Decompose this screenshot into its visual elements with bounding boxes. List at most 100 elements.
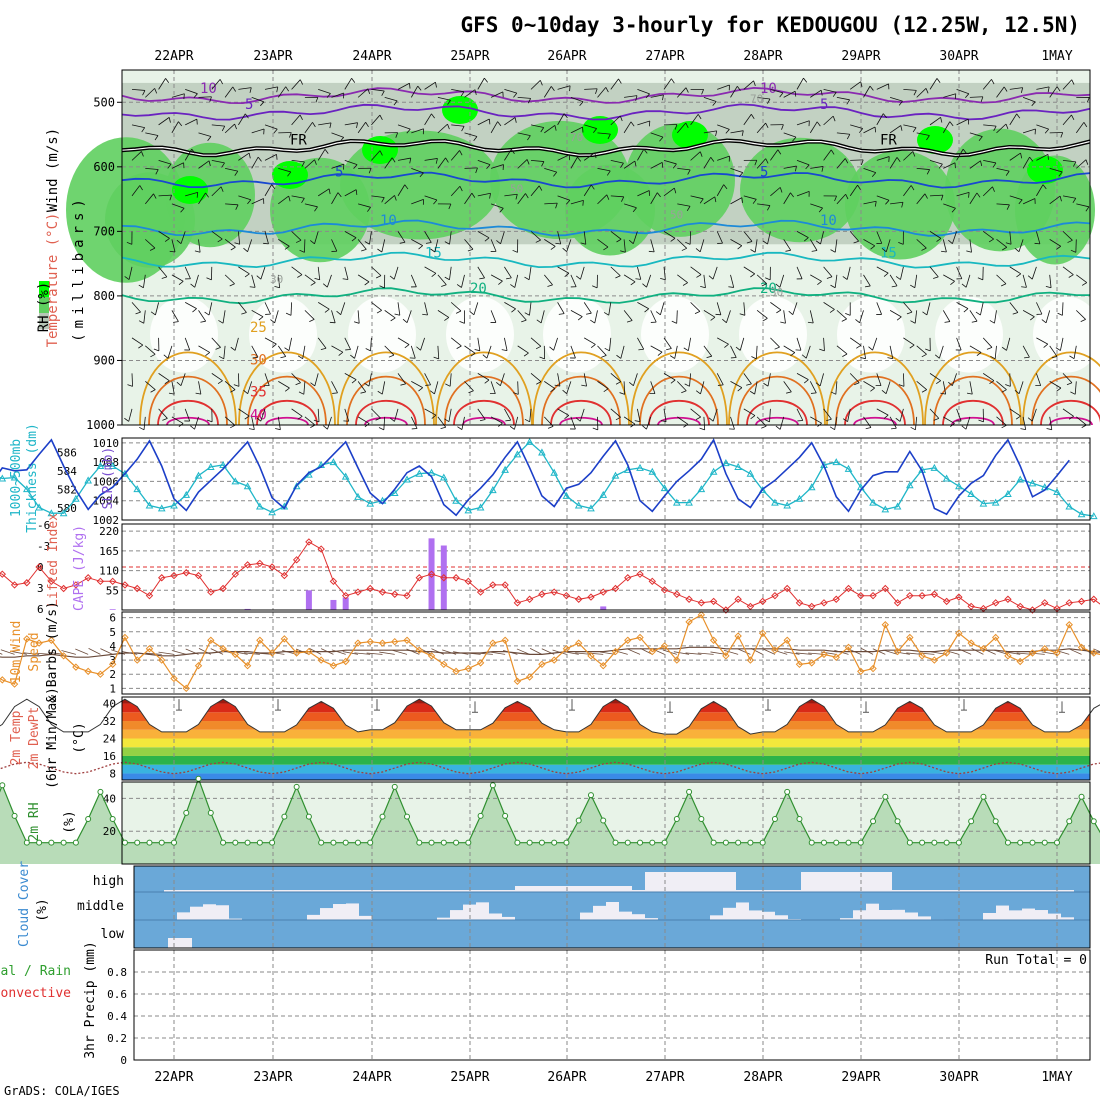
surface-wind-barb xyxy=(795,652,812,655)
wind-speed-point xyxy=(207,636,215,644)
wind-barb xyxy=(889,96,903,102)
wind-barb-flag xyxy=(670,237,676,242)
wind-barb-flag xyxy=(735,346,741,351)
temperature-contour xyxy=(121,103,1091,121)
wind-barb xyxy=(899,408,904,422)
surface-wind-barb xyxy=(872,648,886,655)
rh2m-point xyxy=(624,839,631,846)
middle-cloud-bar xyxy=(346,903,359,920)
thickness-point xyxy=(292,482,301,490)
wind-barb xyxy=(184,408,191,422)
wind-barb xyxy=(952,373,957,386)
wind-barb-flag xyxy=(484,379,490,384)
rh2m-point xyxy=(502,812,509,819)
lifted-index-point xyxy=(10,581,19,589)
wind-barb xyxy=(754,239,758,253)
wind-barb-flag xyxy=(461,126,465,132)
lifted-index-point xyxy=(47,577,56,586)
wind-barb-flag xyxy=(695,416,701,421)
middle-cloud-bar xyxy=(307,914,320,920)
wind-barb xyxy=(889,416,897,429)
wind-barb xyxy=(570,199,584,205)
wind-barb xyxy=(383,416,386,430)
surface-temperature-contour xyxy=(853,416,897,426)
wind-barb xyxy=(1031,408,1037,422)
rh2m-point xyxy=(673,815,680,822)
temperature-band xyxy=(122,764,1090,774)
wind-barb xyxy=(609,337,612,351)
wind-barb xyxy=(779,416,785,430)
wind-barb xyxy=(836,96,850,101)
wind-barb xyxy=(238,87,252,90)
wind-speed-point xyxy=(231,650,240,659)
surface-wind-barb xyxy=(256,652,273,655)
top-date-label: 25APR xyxy=(450,49,489,64)
wind-barb-flag xyxy=(474,89,477,95)
rh2m-point xyxy=(845,839,852,846)
wind-barb xyxy=(225,203,239,206)
rh-contour-label: 70 xyxy=(750,92,763,105)
wind-barb-flag xyxy=(217,380,223,385)
surface-wind-barb xyxy=(477,652,493,655)
wind-barb xyxy=(980,302,984,316)
wind-barb-flag xyxy=(381,197,385,203)
wind-barb xyxy=(876,373,882,386)
wind-barb-flag xyxy=(992,186,995,192)
wind-barb-flag xyxy=(810,392,817,394)
wind-barb xyxy=(623,203,637,209)
wind-barb-flag xyxy=(196,192,199,198)
wind-barb-flag xyxy=(898,241,904,245)
wind-barb-flag xyxy=(569,85,571,92)
surface-wind-barb xyxy=(392,650,408,655)
cloud-frame xyxy=(133,865,1091,949)
wind-barb-flag xyxy=(276,86,279,93)
wind-barb xyxy=(1062,266,1074,276)
wind-speed-point xyxy=(59,652,68,660)
wind-barb-flag xyxy=(430,248,436,253)
wind-barb xyxy=(158,194,172,197)
middle-cloud-bar xyxy=(229,918,242,920)
surface-temperature-contour xyxy=(256,399,318,426)
high-cloud-bar xyxy=(996,890,1009,892)
wind-barb-flag xyxy=(329,321,336,324)
wind-barb-flag xyxy=(699,427,705,431)
wind-barb xyxy=(916,88,927,98)
wind-barb-flag xyxy=(248,428,255,430)
lifted-index-point xyxy=(415,574,423,582)
thickness-ylabel-2: Thickness (dm) xyxy=(25,423,40,533)
thickness-point xyxy=(59,509,68,517)
wind-speed-point xyxy=(525,673,534,681)
wind-barb-flag xyxy=(805,164,810,170)
wind-barb-flag xyxy=(1057,312,1063,316)
lifted-index-point xyxy=(771,591,779,600)
rh2m-point xyxy=(710,839,717,846)
wind-barb xyxy=(1062,79,1073,90)
wind-barb xyxy=(211,231,223,240)
wind-barb xyxy=(849,373,860,384)
high-cloud-bar xyxy=(346,890,359,892)
wind-barb xyxy=(450,302,462,312)
wind-barb xyxy=(663,159,677,165)
wind-barb xyxy=(238,152,250,161)
wind-barb xyxy=(783,310,786,324)
wind-barb xyxy=(1018,239,1024,252)
wind-barb xyxy=(943,416,955,424)
wind-barb xyxy=(730,130,744,134)
wind-barb-flag xyxy=(750,114,755,120)
wind-barb xyxy=(743,114,752,126)
wind-barb-flag xyxy=(1066,382,1073,386)
wind-barb-flag xyxy=(324,308,330,313)
wind-barb-flag xyxy=(1080,319,1086,322)
wind-barb xyxy=(131,88,145,91)
wind-barb xyxy=(846,266,851,280)
wind-barb-flag xyxy=(351,78,356,83)
surface-wind-barb xyxy=(406,648,420,655)
wind-barb xyxy=(211,79,221,90)
lifted-index-point xyxy=(513,599,522,607)
wind-barb-flag xyxy=(605,87,609,93)
lifted-index-point xyxy=(893,599,902,607)
wind-barb-flag xyxy=(871,172,877,177)
wind-barb-flag xyxy=(961,425,967,430)
wind-barb xyxy=(810,416,822,424)
wind-barb-flag xyxy=(444,241,450,245)
